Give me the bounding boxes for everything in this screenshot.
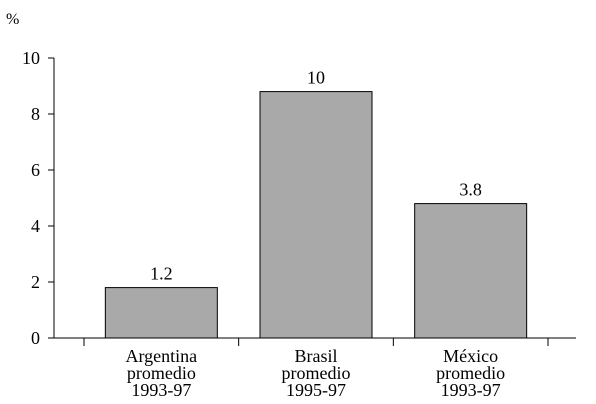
category-label-2-line-1: promedio: [436, 363, 505, 383]
data-label-2: 3.8: [459, 180, 482, 200]
y-tick-label: 8: [31, 104, 40, 124]
bars-group: [104, 91, 528, 339]
data-labels-group: 1.2 10 3.8: [150, 68, 482, 284]
category-labels-group: Argentinapromedio1993-97Brasilpromedio19…: [126, 346, 506, 400]
category-label-0-line-1: promedio: [127, 363, 196, 383]
y-unit-label: %: [6, 11, 19, 28]
y-tick-label: 4: [31, 216, 40, 236]
bar-1: [259, 91, 373, 339]
y-tick-label: 0: [31, 328, 40, 348]
y-tick-label: 10: [22, 48, 40, 68]
category-label-2-line-2: 1993-97: [441, 380, 501, 400]
y-axis-ticks: 0 2 4 6 8 10: [22, 48, 54, 348]
category-label-0-line-0: Argentina: [126, 346, 198, 366]
x-axis-ticks: [83, 338, 549, 346]
category-label-2-line-0: México: [443, 346, 498, 366]
bar-2: [414, 203, 528, 339]
category-label-1-line-2: 1995-97: [286, 380, 346, 400]
category-label-0-line-2: 1993-97: [131, 380, 191, 400]
bar-0: [104, 287, 218, 339]
category-label-1-line-1: promedio: [282, 363, 351, 383]
category-label-1-line-0: Brasil: [295, 346, 338, 366]
data-label-1: 10: [307, 68, 325, 88]
data-label-0: 1.2: [150, 264, 173, 284]
y-tick-label: 2: [31, 272, 40, 292]
y-tick-label: 6: [31, 160, 40, 180]
